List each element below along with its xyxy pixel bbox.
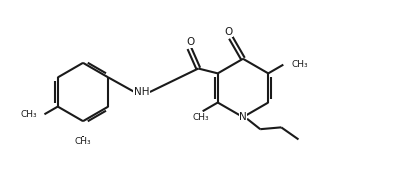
Text: O: O [225, 27, 233, 37]
Text: CH₃: CH₃ [192, 113, 209, 122]
Text: CH₃: CH₃ [292, 60, 308, 69]
Text: CH₃: CH₃ [75, 137, 92, 146]
Text: CH₃: CH₃ [21, 110, 37, 119]
Text: NH: NH [134, 87, 149, 97]
Text: N: N [239, 112, 247, 122]
Text: O: O [186, 37, 194, 47]
